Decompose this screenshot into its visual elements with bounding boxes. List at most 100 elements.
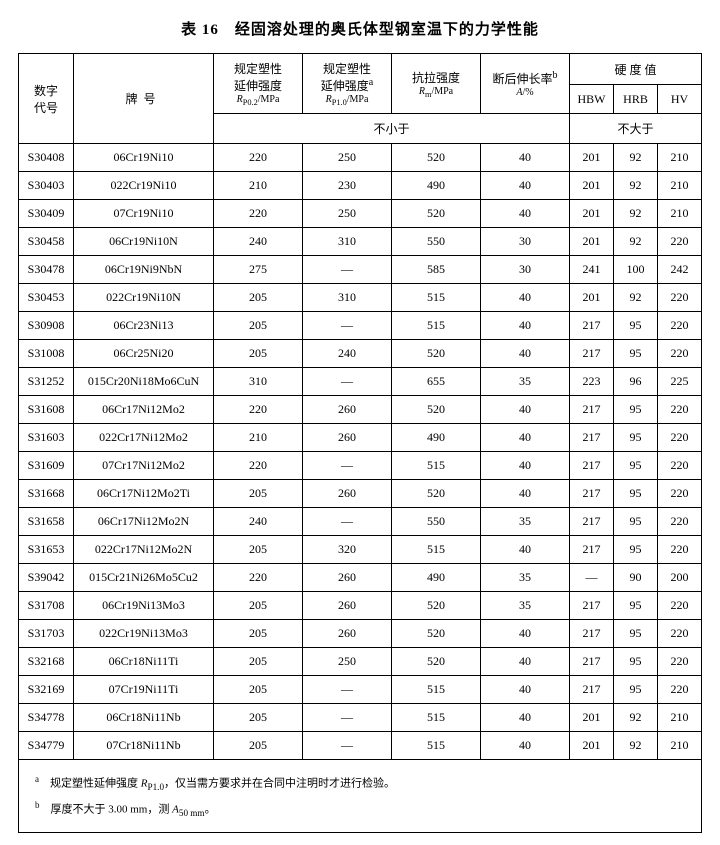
cell-hbw: 217 bbox=[570, 508, 614, 536]
cell-rm: 515 bbox=[392, 536, 481, 564]
cell-rp02: 205 bbox=[214, 312, 303, 340]
header-grade: 牌号 bbox=[74, 54, 214, 144]
table-row: S31653022Cr17Ni12Mo2N2053205154021795220 bbox=[19, 536, 702, 564]
cell-code: S31609 bbox=[19, 452, 74, 480]
cell-hbw: 201 bbox=[570, 228, 614, 256]
cell-hbw: 241 bbox=[570, 256, 614, 284]
cell-hv: 242 bbox=[658, 256, 702, 284]
table-row: S30403022Cr19Ni102102304904020192210 bbox=[19, 172, 702, 200]
header-not-less: 不小于 bbox=[214, 114, 570, 144]
cell-a: 40 bbox=[481, 424, 570, 452]
cell-hv: 210 bbox=[658, 732, 702, 760]
cell-hrb: 95 bbox=[614, 508, 658, 536]
cell-hv: 220 bbox=[658, 228, 702, 256]
table-row: S3100806Cr25Ni202052405204021795220 bbox=[19, 340, 702, 368]
cell-code: S30478 bbox=[19, 256, 74, 284]
cell-grade: 015Cr21Ni26Mo5Cu2 bbox=[74, 564, 214, 592]
cell-hbw: 201 bbox=[570, 144, 614, 172]
cell-rp10: — bbox=[303, 508, 392, 536]
cell-rp10: 260 bbox=[303, 424, 392, 452]
cell-hrb: 95 bbox=[614, 312, 658, 340]
cell-rp02: 240 bbox=[214, 508, 303, 536]
cell-rp02: 275 bbox=[214, 256, 303, 284]
cell-grade: 022Cr19Ni13Mo3 bbox=[74, 620, 214, 648]
cell-rp02: 205 bbox=[214, 340, 303, 368]
cell-rp10: — bbox=[303, 676, 392, 704]
cell-rp02: 310 bbox=[214, 368, 303, 396]
cell-grade: 07Cr19Ni10 bbox=[74, 200, 214, 228]
cell-code: S32169 bbox=[19, 676, 74, 704]
cell-a: 40 bbox=[481, 676, 570, 704]
cell-rp02: 210 bbox=[214, 172, 303, 200]
cell-rm: 655 bbox=[392, 368, 481, 396]
cell-hrb: 92 bbox=[614, 200, 658, 228]
cell-code: S31658 bbox=[19, 508, 74, 536]
cell-hbw: 217 bbox=[570, 536, 614, 564]
cell-grade: 06Cr19Ni10 bbox=[74, 144, 214, 172]
cell-code: S31252 bbox=[19, 368, 74, 396]
cell-hv: 220 bbox=[658, 452, 702, 480]
table-row: S31252015Cr20Ni18Mo6CuN310—6553522396225 bbox=[19, 368, 702, 396]
header-rp02: 规定塑性 延伸强度 RP0.2/MPa bbox=[214, 54, 303, 114]
table-row: S3160806Cr17Ni12Mo22202605204021795220 bbox=[19, 396, 702, 424]
cell-rp10: 240 bbox=[303, 340, 392, 368]
cell-rp10: 260 bbox=[303, 592, 392, 620]
cell-hrb: 95 bbox=[614, 648, 658, 676]
cell-rp02: 205 bbox=[214, 284, 303, 312]
cell-hbw: 217 bbox=[570, 424, 614, 452]
cell-hbw: 217 bbox=[570, 648, 614, 676]
cell-a: 40 bbox=[481, 704, 570, 732]
cell-hbw: 201 bbox=[570, 284, 614, 312]
cell-a: 40 bbox=[481, 172, 570, 200]
cell-hrb: 92 bbox=[614, 144, 658, 172]
cell-grade: 07Cr19Ni11Ti bbox=[74, 676, 214, 704]
cell-code: S31668 bbox=[19, 480, 74, 508]
cell-rp02: 205 bbox=[214, 676, 303, 704]
cell-rp02: 205 bbox=[214, 620, 303, 648]
cell-rp02: 220 bbox=[214, 452, 303, 480]
table-header: 数字 代号 牌号 规定塑性 延伸强度 RP0.2/MPa 规定塑性 延伸强度a延… bbox=[19, 54, 702, 144]
cell-code: S31703 bbox=[19, 620, 74, 648]
cell-rp10: 250 bbox=[303, 648, 392, 676]
table-row: S3165806Cr17Ni12Mo2N240—5503521795220 bbox=[19, 508, 702, 536]
cell-code: S30453 bbox=[19, 284, 74, 312]
header-rm: 抗拉强度 Rm/MPa bbox=[392, 54, 481, 114]
cell-rp02: 210 bbox=[214, 424, 303, 452]
cell-hbw: 201 bbox=[570, 172, 614, 200]
cell-grade: 022Cr19Ni10N bbox=[74, 284, 214, 312]
cell-hrb: 95 bbox=[614, 592, 658, 620]
cell-a: 35 bbox=[481, 368, 570, 396]
cell-hbw: 217 bbox=[570, 340, 614, 368]
cell-hv: 220 bbox=[658, 592, 702, 620]
cell-hbw: 217 bbox=[570, 480, 614, 508]
cell-rp10: — bbox=[303, 312, 392, 340]
header-rp10: 规定塑性 延伸强度a延伸强度a RP1.0/MPa bbox=[303, 54, 392, 114]
cell-rp10: 260 bbox=[303, 396, 392, 424]
table-notes: a 规定塑性延伸强度 RP1.0，仅当需方要求并在合同中注明时才进行检验。 b … bbox=[18, 760, 702, 833]
cell-hbw: 201 bbox=[570, 732, 614, 760]
header-not-more: 不大于 bbox=[570, 114, 702, 144]
header-hv: HV bbox=[658, 85, 702, 114]
cell-hrb: 92 bbox=[614, 732, 658, 760]
cell-rm: 490 bbox=[392, 172, 481, 200]
table-body: S3040806Cr19Ni102202505204020192210S3040… bbox=[19, 144, 702, 760]
cell-rp10: — bbox=[303, 704, 392, 732]
cell-rp10: 260 bbox=[303, 620, 392, 648]
cell-a: 40 bbox=[481, 648, 570, 676]
cell-grade: 06Cr19Ni10N bbox=[74, 228, 214, 256]
table-row: S3090806Cr23Ni13205—5154021795220 bbox=[19, 312, 702, 340]
cell-hv: 210 bbox=[658, 172, 702, 200]
cell-rm: 520 bbox=[392, 620, 481, 648]
cell-code: S31608 bbox=[19, 396, 74, 424]
cell-a: 40 bbox=[481, 340, 570, 368]
cell-rm: 490 bbox=[392, 564, 481, 592]
cell-a: 40 bbox=[481, 452, 570, 480]
header-hbw: HBW bbox=[570, 85, 614, 114]
cell-grade: 06Cr23Ni13 bbox=[74, 312, 214, 340]
cell-code: S31603 bbox=[19, 424, 74, 452]
cell-rp02: 220 bbox=[214, 200, 303, 228]
cell-a: 40 bbox=[481, 620, 570, 648]
cell-hrb: 95 bbox=[614, 480, 658, 508]
cell-grade: 07Cr18Ni11Nb bbox=[74, 732, 214, 760]
cell-a: 30 bbox=[481, 228, 570, 256]
